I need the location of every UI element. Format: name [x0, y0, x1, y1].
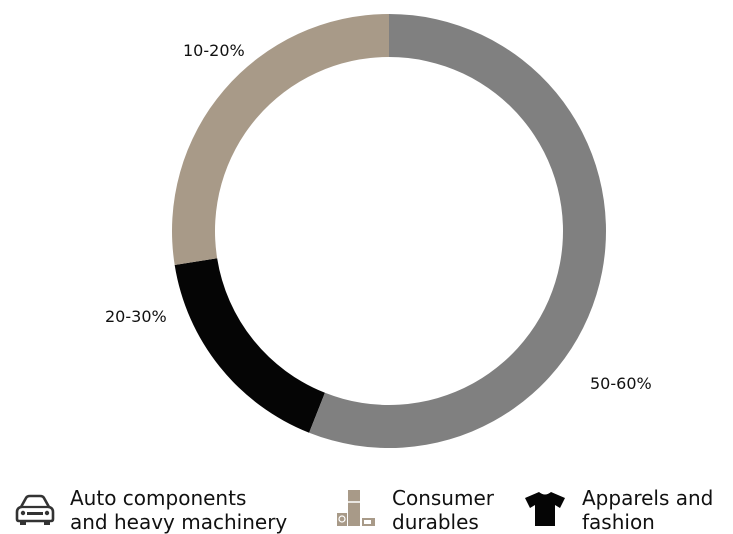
legend-label-consumer-line1: Consumer: [392, 486, 494, 510]
slice-label-consumer-durables: 20-30%: [105, 307, 167, 326]
legend-item-consumer-durables: Consumer durables: [334, 486, 494, 534]
tshirt-icon: [525, 492, 565, 526]
legend-label-apparels-line1: Apparels and: [582, 486, 714, 510]
slice-label-apparels: 10-20%: [183, 41, 245, 60]
slice-apparels: [174, 258, 325, 433]
legend-label-apparels-line2: fashion: [582, 510, 655, 534]
legend-label-auto-line1: Auto components: [70, 486, 247, 510]
donut-slices: [172, 14, 606, 448]
legend-item-auto: Auto components and heavy machinery: [12, 486, 287, 534]
slice-auto-components: [309, 14, 606, 448]
car-icon: [15, 494, 55, 525]
legend-label-consumer-line2: durables: [392, 510, 479, 534]
legend-label-auto-line2: and heavy machinery: [70, 510, 288, 534]
legend-item-apparels: Apparels and fashion: [522, 486, 713, 534]
slice-label-auto-components: 50-60%: [590, 374, 652, 393]
appliances-icon: [337, 490, 375, 526]
slice-consumer-durables: [172, 14, 389, 265]
